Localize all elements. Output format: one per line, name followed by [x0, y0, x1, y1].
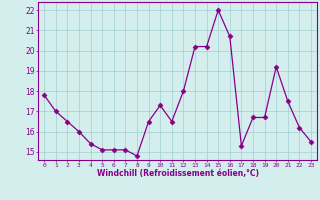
X-axis label: Windchill (Refroidissement éolien,°C): Windchill (Refroidissement éolien,°C)	[97, 169, 259, 178]
